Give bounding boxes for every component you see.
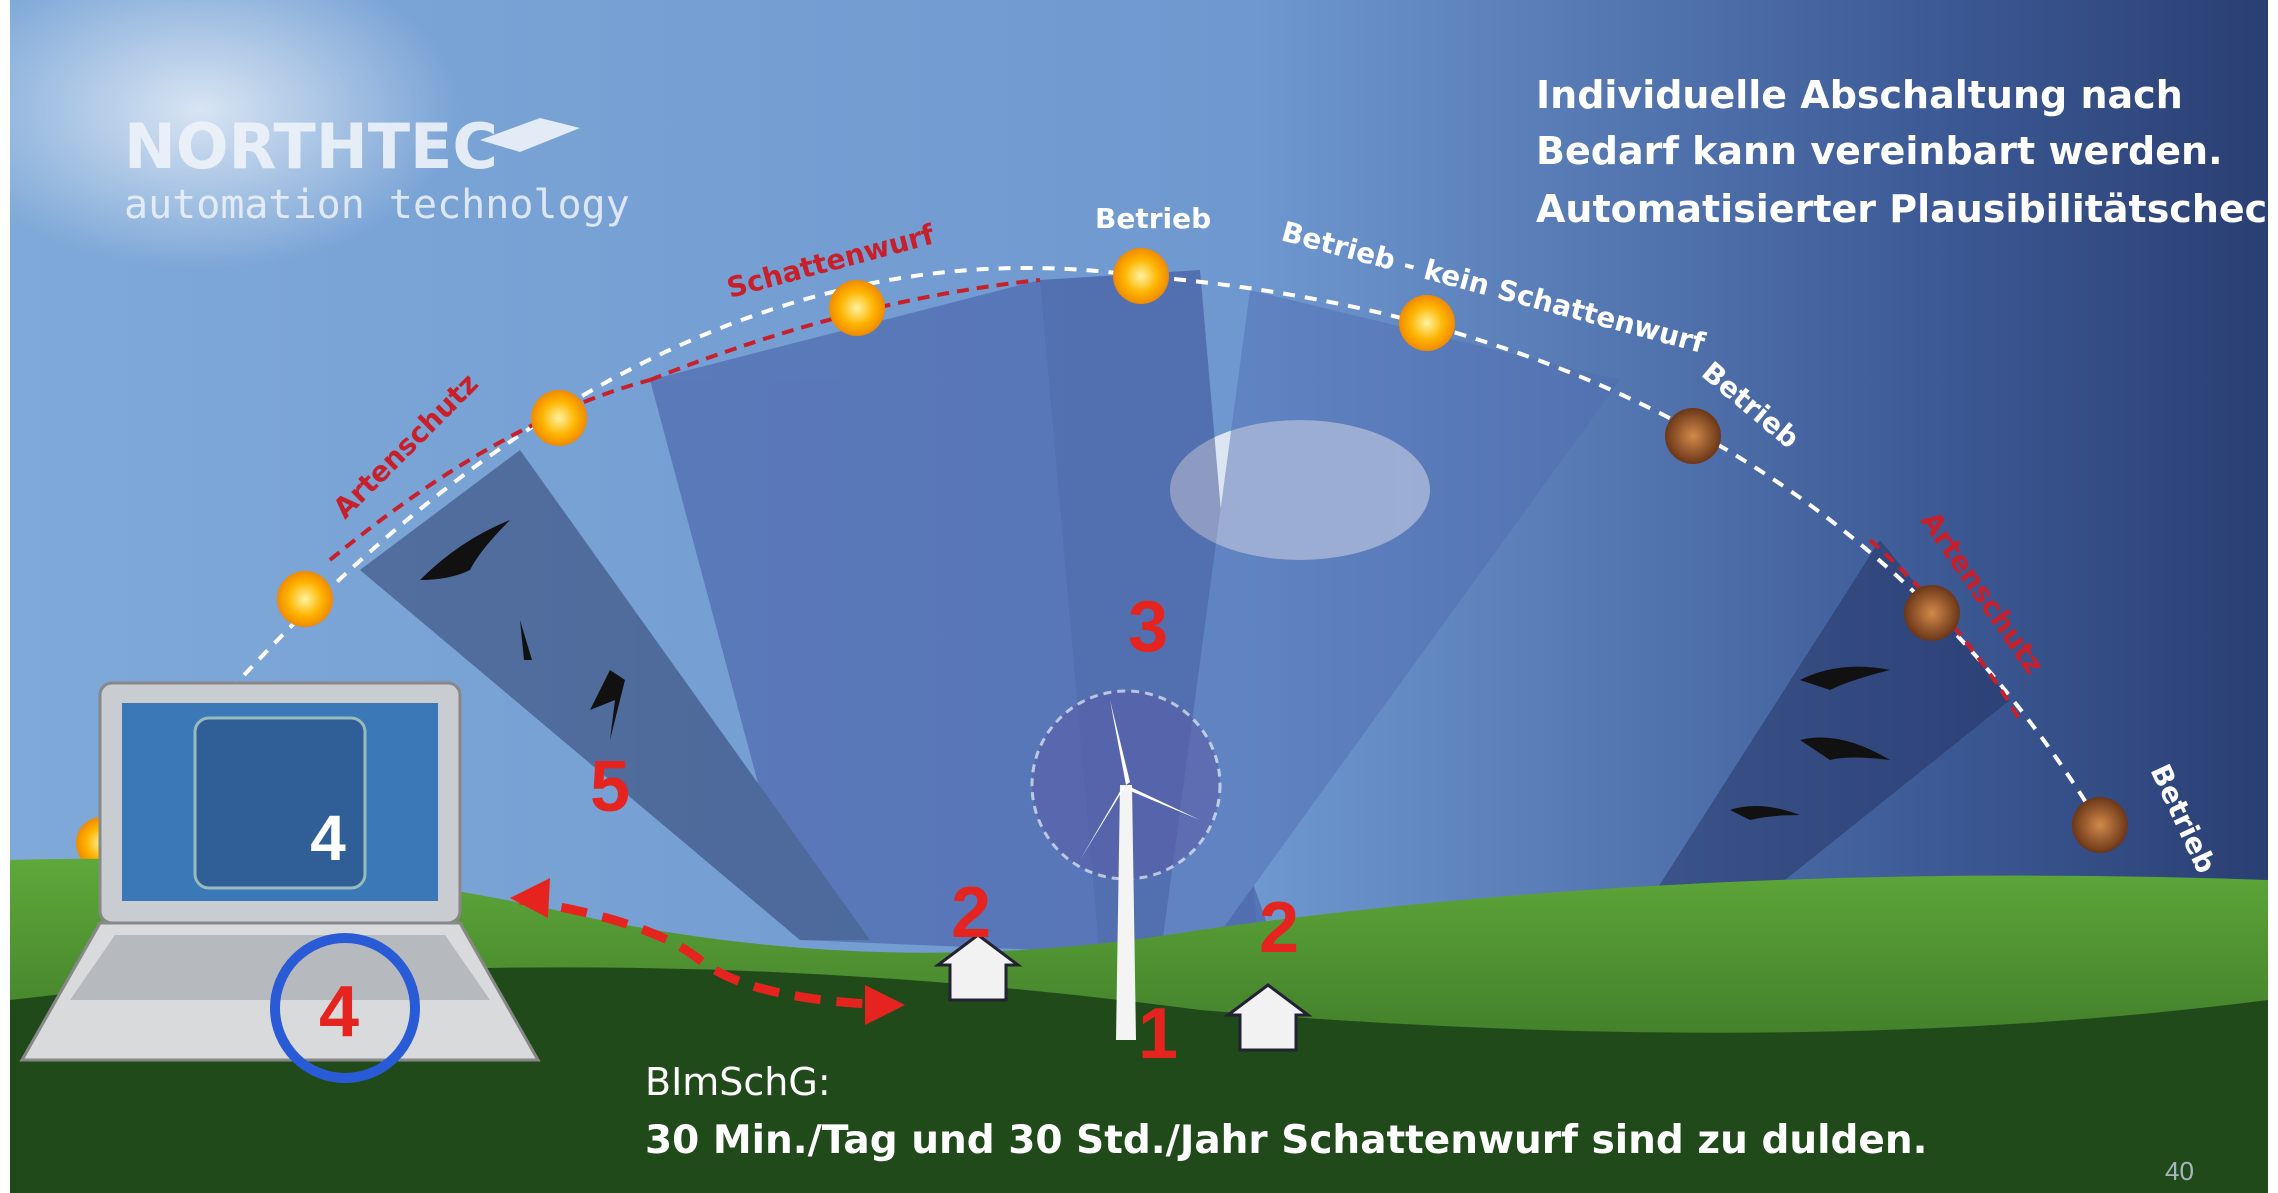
house [933, 933, 1023, 1002]
logo-name: NORTHTEC [124, 110, 498, 183]
cloud [1170, 420, 1430, 560]
data-link-arrow [519, 895, 891, 1010]
animals [420, 520, 1890, 820]
beam [1160, 290, 1620, 960]
marker-number: 4 [310, 802, 346, 874]
footer-law: BImSchG: [645, 1060, 831, 1104]
tower [1116, 785, 1136, 1040]
moon [2072, 797, 2128, 853]
moon [1904, 585, 1960, 641]
arrow-head [510, 878, 550, 918]
bat [1800, 737, 1890, 760]
page-number: 40 [2165, 1156, 2194, 1186]
sun [1113, 248, 1169, 304]
moon [1665, 408, 1721, 464]
bat [1800, 666, 1890, 690]
bat [1730, 806, 1800, 820]
suns [76, 248, 2128, 869]
sun [1399, 295, 1455, 351]
cloud [0, 0, 460, 270]
marker-number: 4 [319, 972, 359, 1052]
arrow-head [865, 985, 905, 1025]
turbine [1030, 689, 1222, 1040]
sun [277, 571, 333, 627]
foreground [10, 967, 2268, 1193]
note-line: Bedarf kann vereinbart werden. [1536, 129, 2223, 173]
footer-rule: 30 Min./Tag und 30 Std./Jahr Schattenwur… [645, 1118, 1927, 1163]
marker-number: 2 [951, 873, 991, 953]
bird [420, 520, 510, 580]
marker-number: 1 [1138, 994, 1178, 1074]
highlight-circle [270, 933, 420, 1083]
houses [933, 933, 1313, 1052]
note-line: Individuelle Abschaltung nach [1536, 73, 2183, 117]
sun [829, 280, 885, 336]
logo-mark [480, 118, 580, 152]
app-icon [193, 716, 367, 890]
protection-arc [1868, 538, 2022, 722]
marker-number: 3 [1128, 587, 1168, 667]
protection-arc [328, 378, 651, 562]
laptop [19, 681, 541, 1083]
sun [531, 390, 587, 446]
marker-number: 5 [590, 747, 630, 827]
marker-number: 2 [1259, 888, 1299, 968]
note-line: Automatisierter Plausibilitätscheck. [1536, 187, 2278, 231]
bird [590, 670, 625, 740]
bird [520, 620, 532, 660]
house [1223, 983, 1313, 1052]
logo-tagline: automation technology [124, 182, 630, 228]
arc-label: Betrieb [1095, 202, 1211, 235]
